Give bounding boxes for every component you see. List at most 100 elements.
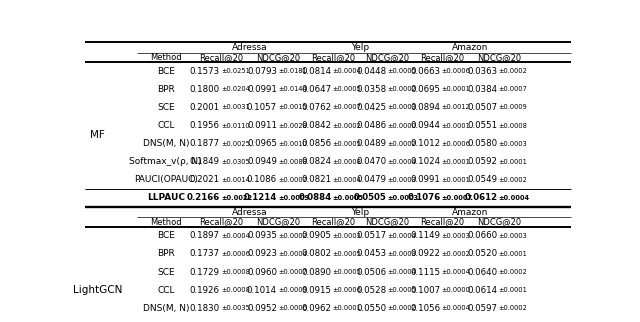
Text: 0.1897: 0.1897 [190, 232, 220, 241]
Text: Yelp: Yelp [351, 208, 369, 217]
Text: 0.1877: 0.1877 [189, 139, 220, 148]
Text: Adressa: Adressa [232, 208, 268, 217]
Text: 0.1057: 0.1057 [247, 103, 277, 112]
Text: ±0.0004: ±0.0004 [332, 68, 362, 74]
Text: CCL: CCL [157, 286, 175, 295]
Text: ±0.0003: ±0.0003 [499, 141, 527, 147]
Text: 0.0363: 0.0363 [467, 67, 498, 76]
Text: ±0.0007: ±0.0007 [278, 177, 307, 183]
Text: ±0.0008: ±0.0008 [221, 269, 250, 275]
Text: ±0.0007: ±0.0007 [278, 269, 307, 275]
Text: Softmax_v(ρ, N): Softmax_v(ρ, N) [129, 157, 202, 166]
Text: 0.1012: 0.1012 [410, 139, 440, 148]
Text: ±0.0005: ±0.0005 [387, 287, 416, 293]
Text: 0.0470: 0.0470 [356, 157, 386, 166]
Text: 0.1056: 0.1056 [410, 304, 440, 313]
Text: ±0.0006: ±0.0006 [278, 305, 307, 311]
Text: ±0.0005: ±0.0005 [332, 269, 362, 275]
Text: ±0.0001: ±0.0001 [499, 251, 527, 257]
Text: 0.0580: 0.0580 [467, 139, 498, 148]
Text: 0.0944: 0.0944 [411, 121, 440, 130]
Text: ±0.0004: ±0.0004 [442, 269, 470, 275]
Text: DNS(M, N): DNS(M, N) [143, 304, 189, 313]
Text: Amazon: Amazon [452, 208, 489, 217]
Text: 0.0384: 0.0384 [467, 85, 498, 94]
Text: BCE: BCE [157, 232, 175, 241]
Text: ±0.0181: ±0.0181 [278, 68, 307, 74]
Text: SCE: SCE [157, 103, 175, 112]
Text: ±0.0004: ±0.0004 [221, 233, 250, 239]
Text: ±0.0001: ±0.0001 [499, 287, 527, 293]
Text: ±0.0002: ±0.0002 [387, 305, 416, 311]
Text: ±0.0001: ±0.0001 [442, 123, 470, 128]
Text: 0.0814: 0.0814 [301, 67, 332, 76]
Text: ±0.0005: ±0.0005 [387, 68, 416, 74]
Text: ±0.0007: ±0.0007 [332, 104, 362, 110]
Text: NDCG@20: NDCG@20 [477, 53, 521, 62]
Text: Yelp: Yelp [351, 43, 369, 52]
Text: ±0.0251: ±0.0251 [221, 68, 250, 74]
Text: DNS(M, N): DNS(M, N) [143, 139, 189, 148]
Text: LightGCN: LightGCN [73, 285, 122, 295]
Text: ±0.0002: ±0.0002 [387, 141, 416, 147]
Text: Recall@20: Recall@20 [199, 218, 243, 227]
Text: 0.0448: 0.0448 [356, 67, 386, 76]
Text: ±0.0008: ±0.0008 [221, 287, 250, 293]
Text: 0.0592: 0.0592 [468, 157, 498, 166]
Text: ±0.0204: ±0.0204 [221, 86, 250, 92]
Text: ±0.0014: ±0.0014 [221, 177, 250, 183]
Text: ±0.0003: ±0.0003 [332, 233, 361, 239]
Text: 0.0922: 0.0922 [411, 250, 440, 259]
Text: PAUCI(OPAUC): PAUCI(OPAUC) [134, 175, 198, 184]
Text: ±0.0110: ±0.0110 [221, 123, 250, 128]
Text: 0.0923: 0.0923 [247, 250, 277, 259]
Text: 0.0911: 0.0911 [247, 121, 277, 130]
Text: 0.1573: 0.1573 [189, 67, 220, 76]
Text: 0.0991: 0.0991 [411, 175, 440, 184]
Text: 0.0486: 0.0486 [356, 121, 386, 130]
Text: 0.1830: 0.1830 [189, 304, 220, 313]
Text: NDCG@20: NDCG@20 [365, 53, 410, 62]
Text: 0.1926: 0.1926 [190, 286, 220, 295]
Text: 0.0821: 0.0821 [301, 175, 332, 184]
Text: ±0.0006: ±0.0006 [221, 251, 250, 257]
Text: Method: Method [150, 53, 181, 62]
Text: BPR: BPR [157, 85, 175, 94]
Text: 0.1115: 0.1115 [410, 268, 440, 277]
Text: 0.0884: 0.0884 [298, 194, 332, 203]
Text: ±0.0005: ±0.0005 [332, 86, 362, 92]
Text: 0.0915: 0.0915 [301, 286, 332, 295]
Text: ±0.0006: ±0.0006 [442, 141, 470, 147]
Text: 0.0824: 0.0824 [301, 157, 332, 166]
Text: ±0.0002: ±0.0002 [499, 305, 527, 311]
Text: 0.0962: 0.0962 [301, 304, 332, 313]
Text: NDCG@20: NDCG@20 [477, 218, 521, 227]
Text: 0.0960: 0.0960 [247, 268, 277, 277]
Text: 0.0663: 0.0663 [410, 67, 440, 76]
Text: ±0.0305: ±0.0305 [221, 159, 250, 165]
Text: ±0.0007: ±0.0007 [499, 86, 527, 92]
Text: ±0.0035: ±0.0035 [221, 305, 250, 311]
Text: ±0.0003: ±0.0003 [387, 177, 416, 183]
Text: ±0.0001: ±0.0001 [442, 86, 470, 92]
Text: ±0.0006: ±0.0006 [332, 287, 362, 293]
Text: ±0.0004: ±0.0004 [278, 251, 307, 257]
Text: Method: Method [150, 218, 181, 227]
Text: ±0.0004: ±0.0004 [499, 195, 530, 201]
Text: 0.0660: 0.0660 [467, 232, 498, 241]
Text: NDCG@20: NDCG@20 [257, 53, 300, 62]
Text: 0.0614: 0.0614 [467, 286, 498, 295]
Text: ±0.0002: ±0.0002 [332, 123, 362, 128]
Text: 0.1214: 0.1214 [244, 194, 277, 203]
Text: 0.1737: 0.1737 [189, 250, 220, 259]
Text: 0.1014: 0.1014 [247, 286, 277, 295]
Text: ±0.0000: ±0.0000 [442, 287, 470, 293]
Text: ±0.0002: ±0.0002 [499, 269, 527, 275]
Text: 0.1076: 0.1076 [407, 194, 440, 203]
Text: 0.0358: 0.0358 [356, 85, 386, 94]
Text: 0.0517: 0.0517 [356, 232, 386, 241]
Text: ±0.0000: ±0.0000 [387, 123, 416, 128]
Text: ±0.0005: ±0.0005 [332, 141, 362, 147]
Text: ±0.0006: ±0.0006 [442, 68, 470, 74]
Text: ±0.0003: ±0.0003 [387, 104, 416, 110]
